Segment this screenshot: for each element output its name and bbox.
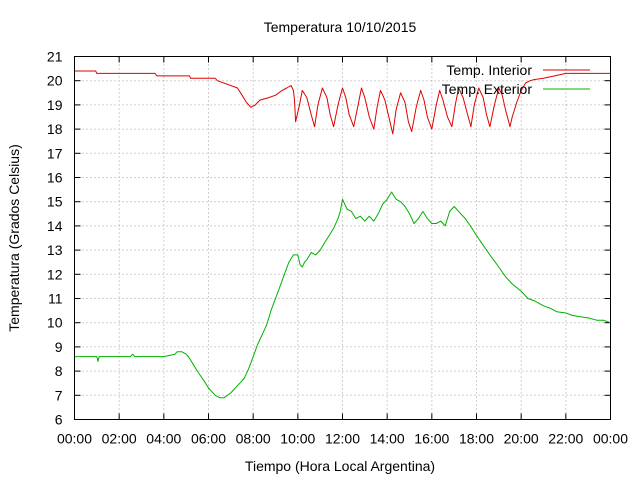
x-tick-label: 20:00 bbox=[504, 431, 539, 447]
x-tick-label: 14:00 bbox=[370, 431, 405, 447]
legend: Temp. Interior Temp. Exterior bbox=[442, 62, 590, 97]
y-tick-label: 6 bbox=[55, 412, 63, 428]
y-tick-label: 19 bbox=[47, 97, 63, 113]
x-axis-label: Tiempo (Hora Local Argentina) bbox=[245, 458, 435, 474]
x-tick-label: 18:00 bbox=[459, 431, 494, 447]
x-tick-label: 06:00 bbox=[191, 431, 226, 447]
x-tick-label: 00:00 bbox=[593, 431, 628, 447]
series-line-interior bbox=[74, 70, 611, 135]
y-tick-label: 16 bbox=[47, 170, 63, 186]
x-tick-label: 16:00 bbox=[414, 431, 449, 447]
series-lines bbox=[74, 70, 611, 399]
y-tick-label: 12 bbox=[47, 266, 63, 282]
grid bbox=[74, 56, 611, 420]
plot-frame bbox=[74, 56, 611, 420]
y-tick-label: 21 bbox=[47, 49, 63, 65]
y-tick-label: 15 bbox=[47, 194, 63, 210]
x-tick-label: 12:00 bbox=[325, 431, 360, 447]
x-tick-label: 08:00 bbox=[236, 431, 271, 447]
y-tick-label: 20 bbox=[47, 73, 63, 89]
x-tick-label: 04:00 bbox=[146, 431, 181, 447]
y-tick-label: 17 bbox=[47, 145, 63, 161]
y-tick-label: 7 bbox=[55, 387, 63, 403]
x-tick-label: 22:00 bbox=[548, 431, 583, 447]
axis-ticks: 6 7 8 9 10 11 12 13 14 15 16 17 18 19 20 21 00:00 02:00 04… bbox=[47, 49, 628, 447]
y-axis-label: Temperatura (Grados Celsius) bbox=[6, 144, 22, 332]
y-tick-label: 11 bbox=[48, 291, 63, 307]
x-tick-label: 10:00 bbox=[280, 431, 315, 447]
x-tick-label: 00:00 bbox=[57, 431, 92, 447]
legend-label: Temp. Exterior bbox=[442, 81, 533, 97]
y-tick-label: 9 bbox=[55, 339, 63, 355]
y-tick-label: 8 bbox=[55, 363, 63, 379]
x-tick-label: 02:00 bbox=[102, 431, 137, 447]
y-tick-label: 13 bbox=[47, 242, 63, 258]
y-tick-label: 14 bbox=[47, 218, 63, 234]
chart-title: Temperatura 10/10/2015 bbox=[264, 19, 417, 35]
series-line-exterior bbox=[74, 191, 611, 399]
y-tick-label: 18 bbox=[47, 121, 63, 137]
legend-label: Temp. Interior bbox=[446, 62, 532, 78]
y-tick-label: 10 bbox=[47, 315, 63, 331]
